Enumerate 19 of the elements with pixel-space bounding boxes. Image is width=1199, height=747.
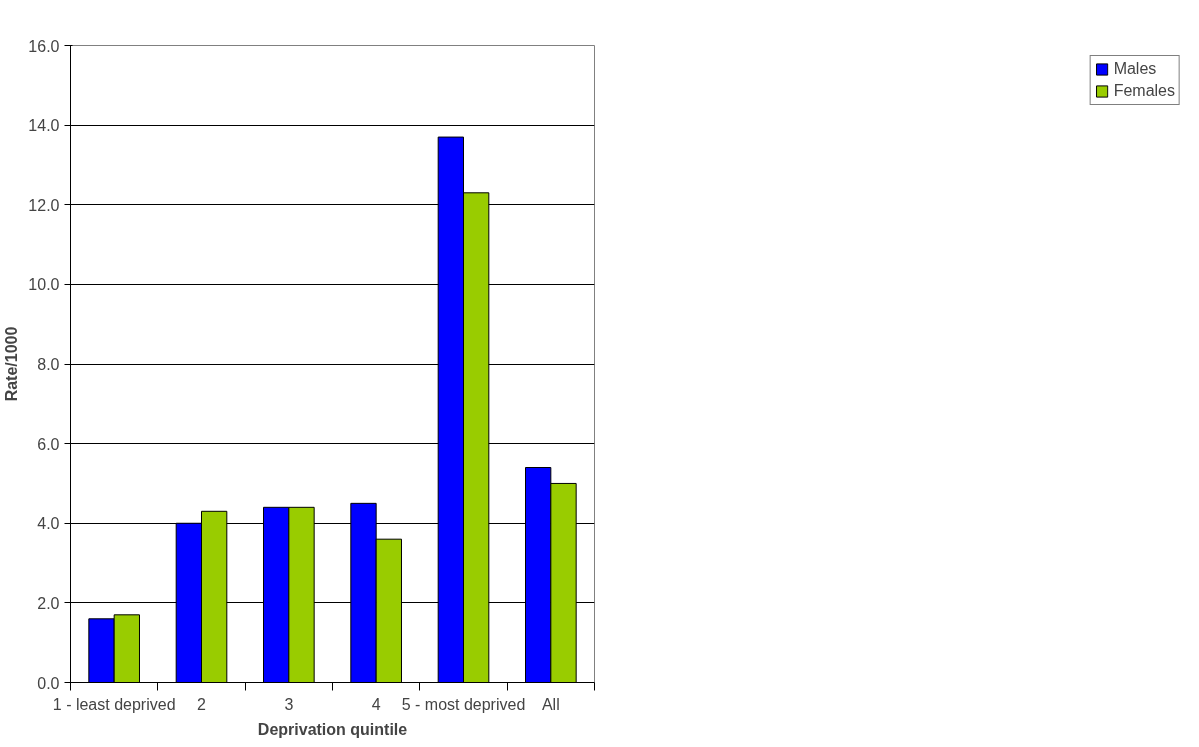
y-tick-label: 14.0 [28,117,60,135]
y-tick-label: 16.0 [28,37,60,55]
y-tick-label: 6.0 [37,435,60,453]
x-tick-label: All [541,695,560,713]
x-tick-label: 1 - least deprived [52,695,176,713]
y-tick-label: 0.0 [37,674,60,692]
x-tick-label: 2 [197,695,207,713]
x-axis-title: Deprivation quintile [257,720,408,738]
y-tick-label: 12.0 [28,196,60,214]
y-tick-label: 2.0 [37,594,60,612]
legend-label: Females [1113,82,1175,100]
x-tick-label: 4 [371,695,381,713]
y-tick-label: 8.0 [37,356,60,373]
y-tick-label: 10.0 [28,276,60,294]
y-tick-label: 4.0 [37,515,60,533]
y-axis-title: Rate/1000 [3,326,21,402]
x-tick-label: 5 - most deprived [401,695,526,713]
legend-label: Males [1113,60,1157,78]
x-tick-label: 3 [284,695,294,713]
